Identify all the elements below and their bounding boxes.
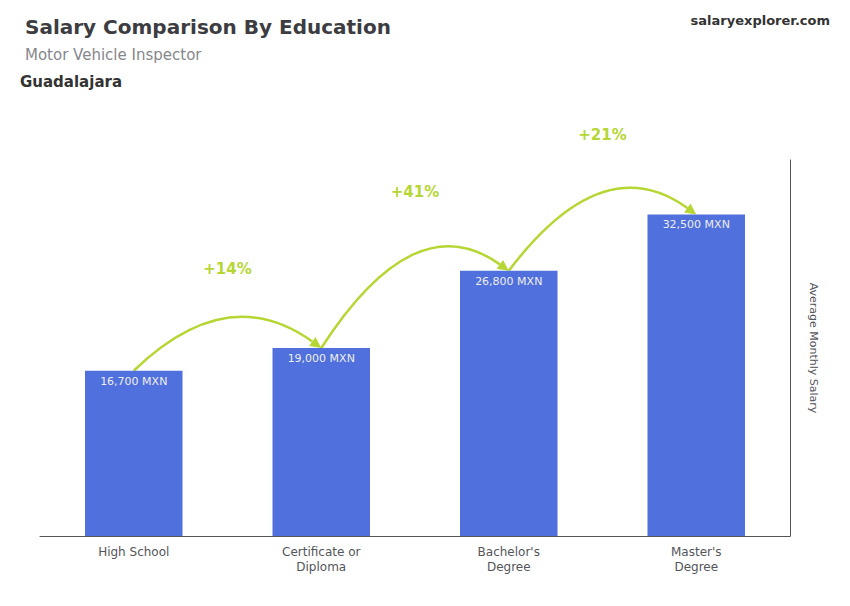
svg-text:+41%: +41% xyxy=(391,183,439,201)
svg-text:26,800 MXN: 26,800 MXN xyxy=(475,275,542,288)
svg-text:salaryexplorer.com: salaryexplorer.com xyxy=(691,13,830,28)
svg-text:High School: High School xyxy=(98,545,169,559)
svg-text:16,700 MXN: 16,700 MXN xyxy=(100,375,167,388)
svg-text:Bachelor's: Bachelor's xyxy=(478,545,540,559)
svg-text:Certificate or: Certificate or xyxy=(282,545,360,559)
svg-text:+14%: +14% xyxy=(203,260,251,278)
svg-text:+21%: +21% xyxy=(578,126,626,144)
svg-text:Master's: Master's xyxy=(671,545,722,559)
svg-text:Guadalajara: Guadalajara xyxy=(20,73,122,91)
svg-text:Salary Comparison By Education: Salary Comparison By Education xyxy=(25,15,391,39)
svg-text:Degree: Degree xyxy=(674,560,718,574)
svg-text:Motor Vehicle Inspector: Motor Vehicle Inspector xyxy=(25,46,202,64)
svg-text:32,500 MXN: 32,500 MXN xyxy=(663,218,730,231)
svg-text:Diploma: Diploma xyxy=(296,560,346,574)
svg-text:19,000 MXN: 19,000 MXN xyxy=(288,352,355,365)
svg-text:Degree: Degree xyxy=(487,560,531,574)
svg-text:Average Monthly Salary: Average Monthly Salary xyxy=(807,283,820,414)
